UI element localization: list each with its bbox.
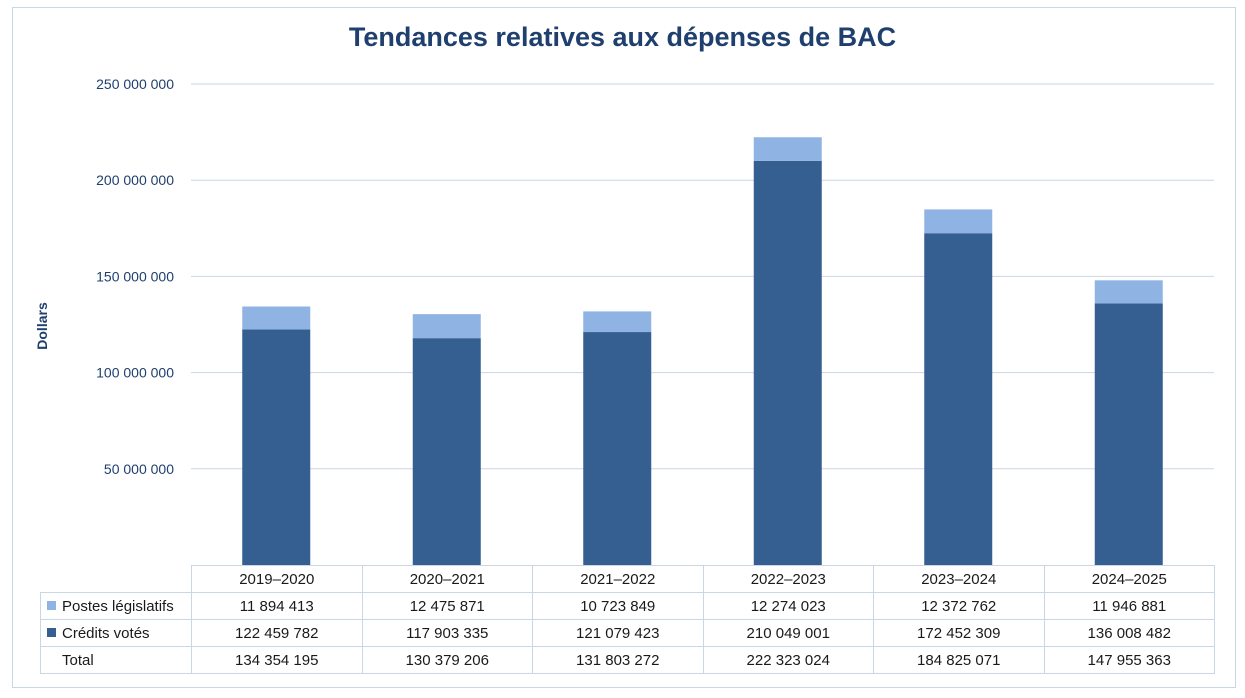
bar-postes-legislatifs — [924, 209, 993, 234]
bar-credits-votes — [924, 233, 993, 565]
category-label: 2022–2023 — [702, 565, 874, 593]
data-table-corner — [40, 565, 192, 593]
legend-label-credits-votes: Crédits votés — [62, 624, 150, 642]
legend-key-credits-votes — [47, 628, 56, 638]
data-cell-postes-legislatifs: 12 274 023 — [702, 592, 874, 620]
bar-postes-legislatifs — [583, 311, 652, 333]
data-cell-total: 131 803 272 — [532, 646, 704, 674]
bar-credits-votes — [583, 332, 652, 565]
y-tick-label: 100 000 000 — [96, 365, 174, 381]
bar-postes-legislatifs — [242, 306, 311, 330]
data-cell-total: 184 825 071 — [873, 646, 1045, 674]
data-cell-credits-votes: 136 008 482 — [1043, 619, 1215, 647]
data-table-row-total: Total 134 354 195 130 379 206 131 803 272 2… — [40, 646, 1215, 674]
category-label: 2020–2021 — [361, 565, 533, 593]
data-cell-total: 222 323 024 — [702, 646, 874, 674]
bar-postes-legislatifs — [753, 137, 822, 161]
data-cell-postes-legislatifs: 11 894 413 — [191, 592, 363, 620]
data-cell-total: 130 379 206 — [361, 646, 533, 674]
y-tick-label: 50 000 000 — [104, 461, 174, 477]
legend-key-postes-legislatifs — [47, 601, 56, 611]
data-table-header-row: 2019–2020 2020–2021 2021–2022 2022–2023 2023… — [40, 565, 1215, 593]
chart-plot: 50 000 000 100 000 000 150 000 000 200 000 … — [96, 76, 1214, 565]
category-label: 2024–2025 — [1043, 565, 1215, 593]
data-table-row-postes-legislatifs: Postes législatifs 11 894 413 12 475 871 1… — [40, 592, 1215, 620]
row-label-postes-legislatifs: Postes législatifs — [40, 592, 192, 620]
data-cell-postes-legislatifs: 11 946 881 — [1043, 592, 1215, 620]
row-label-credits-votes: Crédits votés — [40, 619, 192, 647]
data-cell-credits-votes: 122 459 782 — [191, 619, 363, 647]
bar-credits-votes — [242, 329, 311, 565]
category-label: 2023–2024 — [873, 565, 1045, 593]
bar-postes-legislatifs — [412, 314, 481, 339]
data-table: 2019–2020 2020–2021 2021–2022 2022–2023 2023… — [40, 565, 1215, 674]
data-cell-total: 147 955 363 — [1043, 646, 1215, 674]
y-tick-label: 200 000 000 — [96, 172, 174, 188]
y-tick-label: 250 000 000 — [96, 76, 174, 92]
bar-credits-votes — [412, 338, 481, 565]
data-cell-postes-legislatifs: 12 475 871 — [361, 592, 533, 620]
legend-label-postes-legislatifs: Postes législatifs — [62, 597, 174, 615]
data-cell-postes-legislatifs: 12 372 762 — [873, 592, 1045, 620]
data-cell-total: 134 354 195 — [191, 646, 363, 674]
chart-title: Tendances relatives aux dépenses de BAC — [348, 22, 897, 52]
row-label-total: Total — [40, 646, 192, 674]
data-cell-postes-legislatifs: 10 723 849 — [532, 592, 704, 620]
total-label: Total — [62, 651, 94, 669]
category-label: 2021–2022 — [532, 565, 704, 593]
data-cell-credits-votes: 210 049 001 — [702, 619, 874, 647]
data-cell-credits-votes: 117 903 335 — [361, 619, 533, 647]
data-cell-credits-votes: 121 079 423 — [532, 619, 704, 647]
bar-postes-legislatifs — [1094, 280, 1163, 304]
bar-credits-votes — [753, 160, 822, 565]
category-label: 2019–2020 — [191, 565, 363, 593]
bar-credits-votes — [1094, 303, 1163, 565]
data-table-row-credits-votes: Crédits votés 122 459 782 117 903 335 121 … — [40, 619, 1215, 647]
y-tick-label: 150 000 000 — [96, 268, 174, 284]
data-cell-credits-votes: 172 452 309 — [873, 619, 1045, 647]
